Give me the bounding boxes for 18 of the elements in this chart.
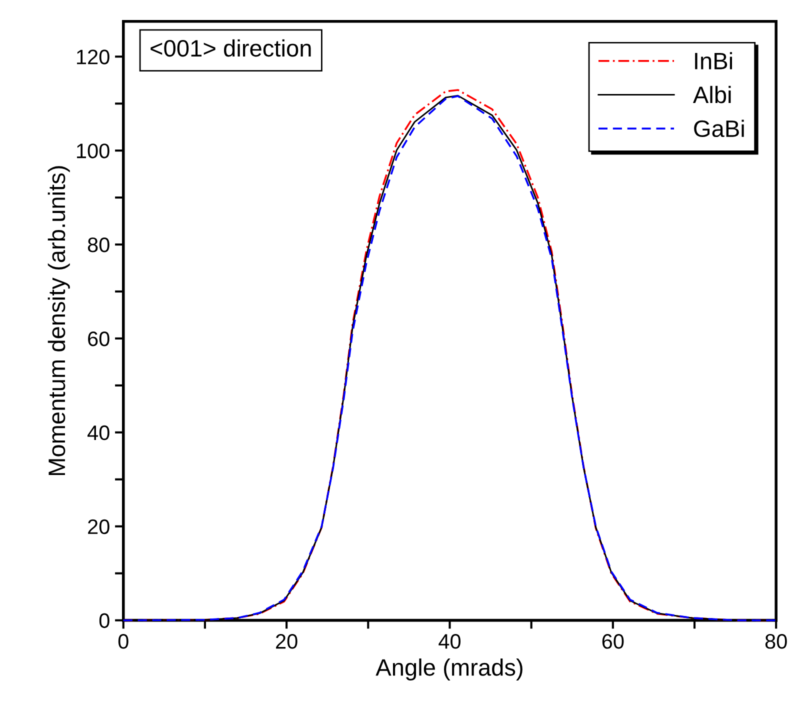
legend-label: Albi: [692, 86, 731, 104]
y-tick-label: 20: [88, 519, 110, 534]
x-tick-label: 60: [602, 634, 624, 649]
x-tick-label: 40: [438, 634, 461, 649]
y-tick-label: 60: [88, 331, 110, 346]
x-tick-label: 0: [118, 634, 128, 649]
x-axis-title: Angle (mrads): [376, 658, 522, 680]
y-tick-label: 100: [77, 144, 110, 158]
y-tick-label: 80: [88, 238, 110, 252]
y-axis-title: Momentum density (arb.units): [48, 166, 70, 476]
x-tick-label: 20: [276, 634, 298, 649]
y-tick-label: 0: [99, 613, 110, 628]
y-tick-label: 40: [87, 425, 110, 440]
y-tick-label: 120: [77, 50, 110, 64]
legend-label: InBi: [695, 52, 732, 70]
x-tick-label: 80: [765, 634, 787, 649]
legend-label: GaBi: [694, 120, 744, 138]
annotation: <001> direction: [150, 39, 311, 57]
